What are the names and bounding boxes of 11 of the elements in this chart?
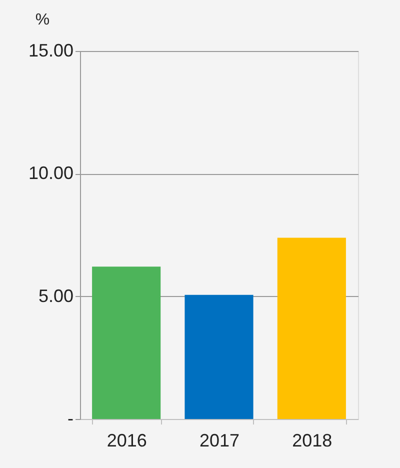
- y-tick-label: -: [68, 408, 74, 428]
- bar: [92, 266, 161, 419]
- y-tick-label: 5.00: [38, 286, 74, 306]
- x-tick-label: 2018: [292, 430, 332, 450]
- bar: [277, 238, 346, 419]
- x-tick-label: 2016: [106, 430, 147, 450]
- y-tick-label: 10.00: [28, 163, 74, 184]
- y-axis-title: %: [35, 12, 50, 28]
- y-tick-label: 15.00: [28, 40, 74, 60]
- bar: [184, 294, 254, 419]
- x-tick-label: 2017: [199, 430, 240, 450]
